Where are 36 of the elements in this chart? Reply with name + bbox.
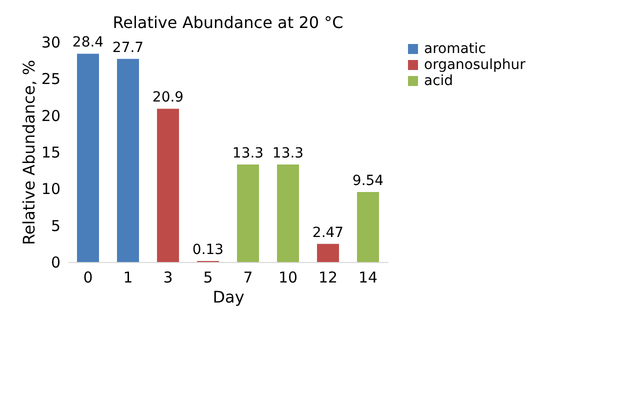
y-tick-label: 5 [50,216,60,235]
data-label: 13.3 [272,145,304,162]
bar [237,164,259,262]
data-label: 9.54 [352,173,384,190]
y-tick-label: 0 [50,254,60,272]
bar [277,164,299,262]
y-tick-label: 20 [41,106,60,125]
x-tick-label: 14 [358,268,378,286]
y-axis-title: Relative Abundance, % [19,60,38,246]
data-label: 2.47 [312,224,344,241]
x-tick-label: 1 [123,268,133,286]
bar [117,58,139,262]
y-tick-label: 10 [41,180,60,198]
legend-label: aromatic [424,41,486,57]
data-label: 28.4 [72,34,104,51]
x-tick-label: 3 [163,268,173,286]
data-label: 0.13 [192,242,224,258]
bar [317,244,339,262]
x-tick-label: 0 [83,268,93,286]
data-label: 27.7 [112,40,144,56]
x-axis-title: Day [212,288,244,306]
x-tick-label: 7 [243,268,253,286]
bar [357,192,379,262]
legend-label: organosulphur [424,57,526,73]
chart-title: Relative Abundance at 20 °C [112,13,344,32]
x-tick-label: 5 [203,268,213,286]
y-tick-label: 15 [41,144,60,162]
x-tick-label: 12 [318,268,338,286]
y-tick-label: 25 [41,70,60,88]
y-tick-label: 30 [41,34,60,52]
x-tick-label: 10 [278,268,298,286]
bar [157,108,179,262]
data-label: 13.3 [232,145,264,162]
bar [77,54,99,262]
data-label: 20.9 [152,90,184,106]
legend-label: acid [424,73,454,89]
